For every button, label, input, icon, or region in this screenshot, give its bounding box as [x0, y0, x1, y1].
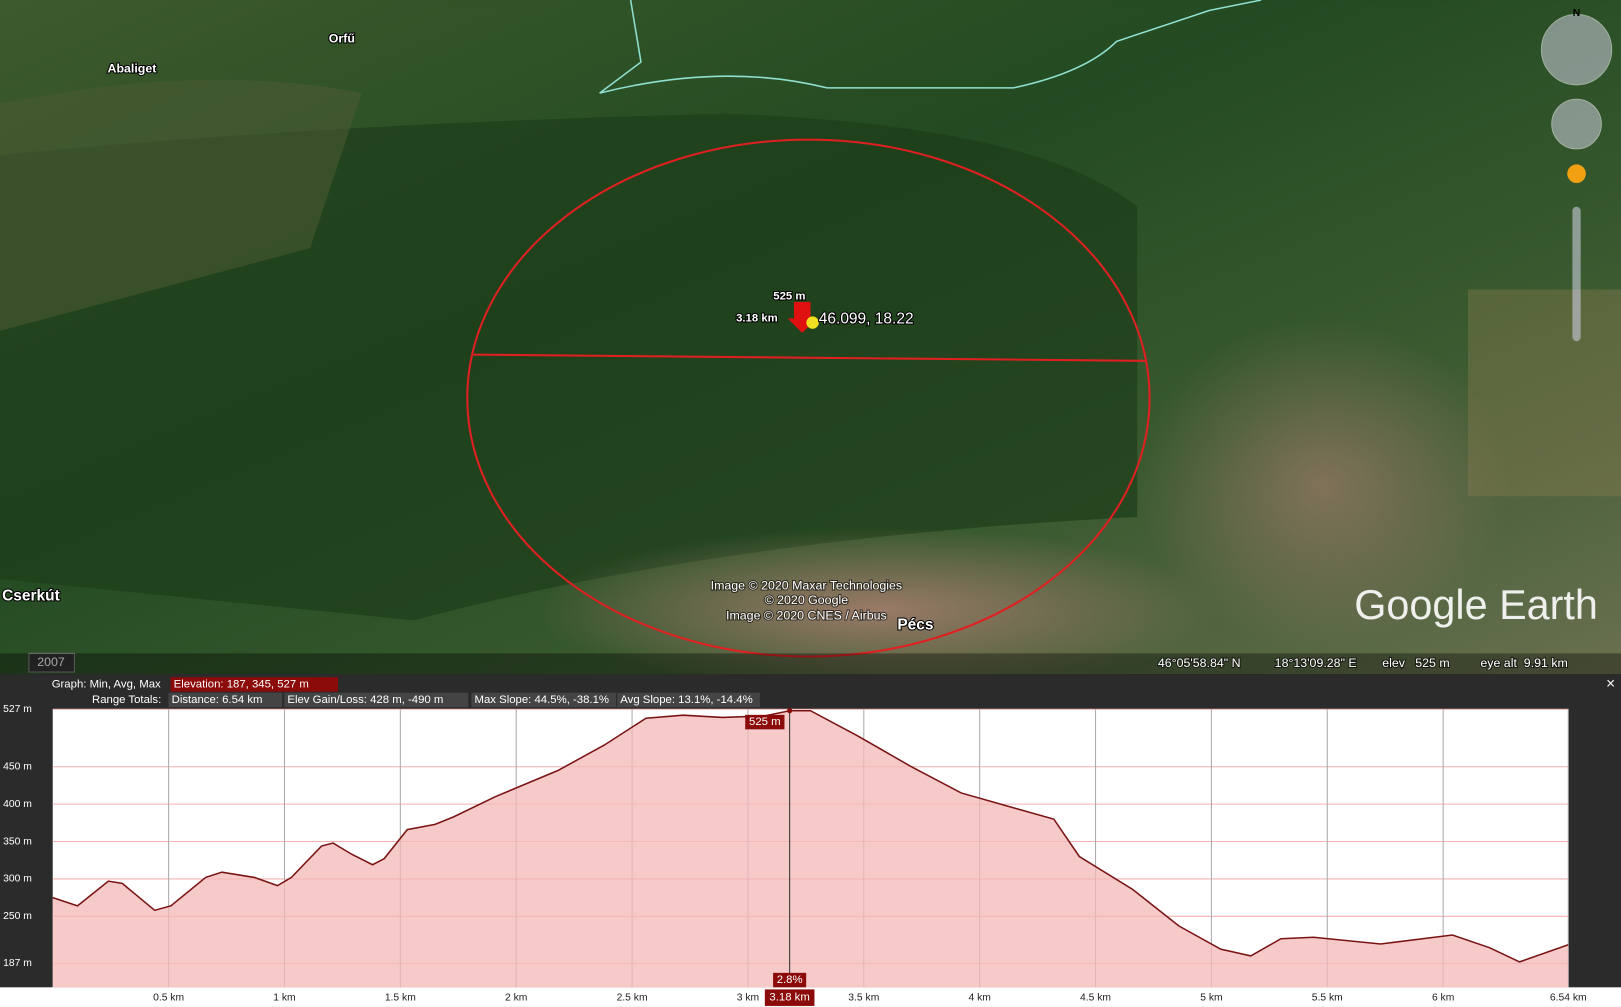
cursor-distance: 3.18 km [736, 312, 778, 324]
stat-box[interactable] [471, 692, 617, 708]
x-tick-label: 2.5 km [617, 992, 648, 1003]
y-tick-label: 527 m [3, 704, 32, 715]
max-slope-stat: Max Slope: 44.5%, -38.1% [475, 694, 610, 706]
place-label: Abaliget [108, 62, 157, 76]
zoom-slider[interactable] [1572, 206, 1581, 342]
place-label: Orfű [329, 32, 355, 46]
elevation-stats: Elevation: 187, 345, 527 m [174, 678, 309, 690]
status-eye-alt: eye alt 9.91 km [1480, 656, 1567, 670]
status-lon: 18°13'09.28" E [1275, 656, 1357, 670]
cursor-elevation: 525 m [773, 291, 805, 303]
elevation-chart: 187 m 250 m 300 m 350 m 400 m 450 m 527 m 0.5 k… [3, 704, 1587, 1006]
hillside [0, 79, 362, 331]
compass-north: N [1573, 8, 1580, 19]
cursor-distance-label: 3.18 km [769, 992, 809, 1004]
x-tick-label: 4 km [968, 992, 990, 1003]
elevation-area [52, 710, 1569, 988]
x-tick-label: 6 km [1432, 992, 1454, 1003]
measure-circle [466, 138, 1151, 658]
y-tick-label: 350 m [3, 836, 32, 847]
elevation-line [52, 709, 1569, 963]
x-tick-label: 2 km [505, 992, 527, 1003]
x-tick-label: 3.5 km [848, 992, 879, 1003]
look-control[interactable] [1540, 13, 1613, 86]
path-line [473, 353, 1146, 362]
attribution: Image © 2020 CNES / Airbus [726, 608, 887, 622]
x-tick-label: 1 km [273, 992, 295, 1003]
stat-box[interactable] [284, 692, 469, 708]
border-line [599, 0, 1262, 94]
avg-slope-stat: Avg Slope: 13.1%, -14.4% [620, 694, 752, 706]
x-tick-label: 1.5 km [385, 992, 416, 1003]
place-label: Cserkút [2, 588, 60, 605]
stat-box[interactable] [170, 677, 339, 692]
y-tick-label: 450 m [3, 762, 32, 773]
label-box [745, 714, 785, 730]
stat-box[interactable] [168, 692, 283, 708]
imagery-year: 2007 [37, 655, 65, 669]
status-elev: elev 525 m [1382, 656, 1449, 670]
x-tick-label: 5.5 km [1312, 992, 1343, 1003]
x-tick-label: 0.5 km [153, 992, 184, 1003]
street-view-pegman[interactable] [1567, 164, 1586, 184]
cursor-elevation-label: 525 m [749, 716, 781, 728]
y-tick-label: 250 m [3, 911, 32, 922]
label-box [773, 972, 807, 988]
move-control[interactable] [1551, 98, 1602, 150]
y-tick-label: 187 m [3, 958, 32, 969]
fields [1467, 289, 1621, 497]
close-button[interactable]: × [1606, 676, 1615, 693]
place-label: Pécs [897, 617, 933, 634]
graph-label: Graph: Min, Avg, Max [52, 678, 161, 690]
x-tick-label: 5 km [1200, 992, 1222, 1003]
logo: Google Earth [1354, 582, 1598, 628]
placemark-label: 46.099, 18.22 [819, 311, 914, 328]
status-bar [0, 653, 1621, 675]
map-view[interactable]: 525 m 3.18 km 46.099, 18.22 Abaliget Orf… [0, 0, 1621, 693]
gain-loss-stat: Elev Gain/Loss: 428 m, -490 m [287, 694, 443, 706]
cursor-point [787, 708, 793, 714]
year-box[interactable] [28, 652, 75, 673]
label-box [764, 989, 815, 1006]
x-tick-label: 6.54 km [1550, 992, 1587, 1003]
city-area [1137, 320, 1510, 652]
attribution: © 2020 Google [765, 593, 849, 607]
range-label: Range Totals: [92, 694, 161, 706]
stat-box[interactable] [617, 692, 760, 708]
city-area [537, 527, 1220, 693]
x-tick-label: 4.5 km [1080, 992, 1111, 1003]
distance-stat: Distance: 6.54 km [172, 694, 263, 706]
x-tick-label: 3 km [737, 992, 759, 1003]
y-tick-label: 300 m [3, 874, 32, 885]
attribution: Image © 2020 Maxar Technologies [711, 578, 902, 592]
cursor-slope-label: 2.8% [777, 974, 803, 986]
placemark-pin[interactable] [806, 316, 819, 329]
status-lat: 46°05'58.84" N [1158, 656, 1241, 670]
y-tick-label: 400 m [3, 799, 32, 810]
